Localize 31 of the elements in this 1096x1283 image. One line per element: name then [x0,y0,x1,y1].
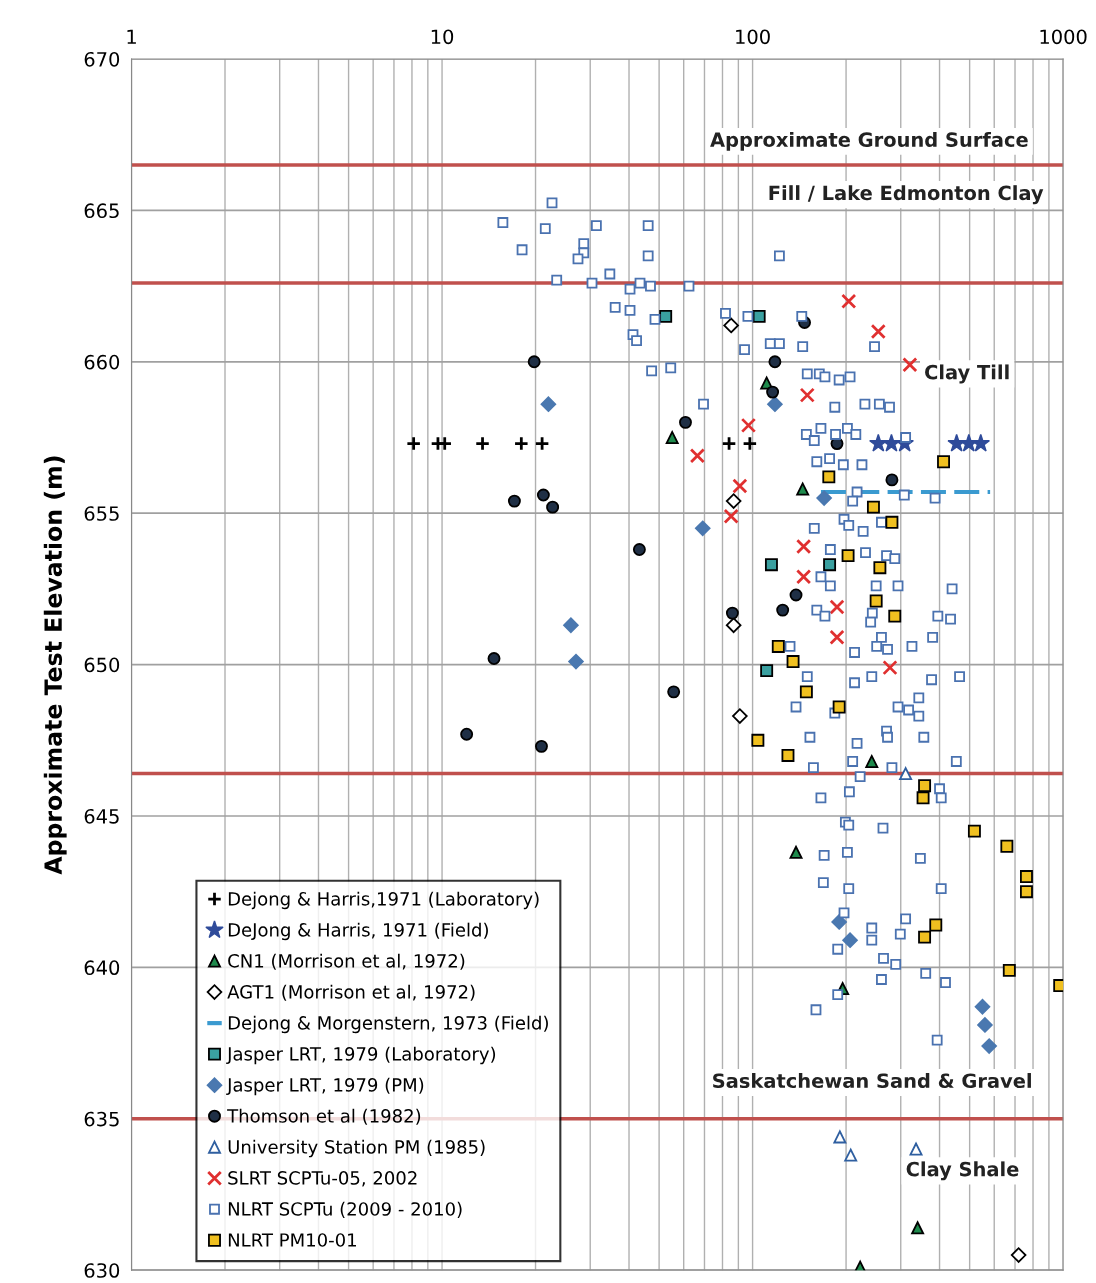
legend-label: NLRT SCPTu (2009 - 2010) [228,1201,462,1218]
legend-label: Jasper LRT, 1979 (Laboratory) [226,1046,496,1065]
legend-label: DeJong & Harris, 1971 (Field) [228,922,488,941]
y-tick-label: 670 [84,51,120,67]
x-tick-label: 1000 [1040,29,1087,45]
legend-label: Thomson et al (1982) [227,1108,421,1125]
y-tick-label: 665 [84,203,119,219]
annotation: Fill / Lake Edmonton Clay [769,185,1044,205]
y-tick-label: 645 [84,808,119,824]
legend-label: SLRT SCPTu-05, 2002 [228,1171,417,1187]
legend-label: CN1 (Morrison et al, 1972) [228,953,465,970]
y-tick-label: 630 [84,1263,120,1278]
annotation: Clay Till [925,364,1009,384]
annotation: Saskatchewan Sand & Gravel [713,1073,1031,1089]
legend-label: University Station PM (1985) [228,1139,485,1158]
x-tick-label: 1 [127,29,136,44]
annotation: Approximate Ground Surface [710,131,1028,151]
legend-label: Jasper LRT, 1979 (PM) [226,1077,424,1096]
y-axis-title: Approximate Test Elevation (m) [43,456,67,875]
x-tick-label: 10 [431,29,454,45]
y-tick-label: 635 [84,1111,119,1127]
legend-label: NLRT PM10-01 [228,1233,356,1247]
y-tick-label: 650 [84,657,120,673]
y-tick-label: 655 [84,506,119,521]
y-tick-label: 640 [84,960,120,976]
x-tick-label: 100 [736,29,770,45]
legend-label: Dejong & Morgenstern, 1973 (Field) [228,1015,548,1034]
legend-label: Dejong & Harris,1971 (Laboratory) [228,891,539,910]
y-tick-label: 660 [84,354,120,370]
annotation: Clay Shale [906,1161,1019,1181]
legend-label: AGT1 (Morrison et al, 1972) [227,984,475,1001]
